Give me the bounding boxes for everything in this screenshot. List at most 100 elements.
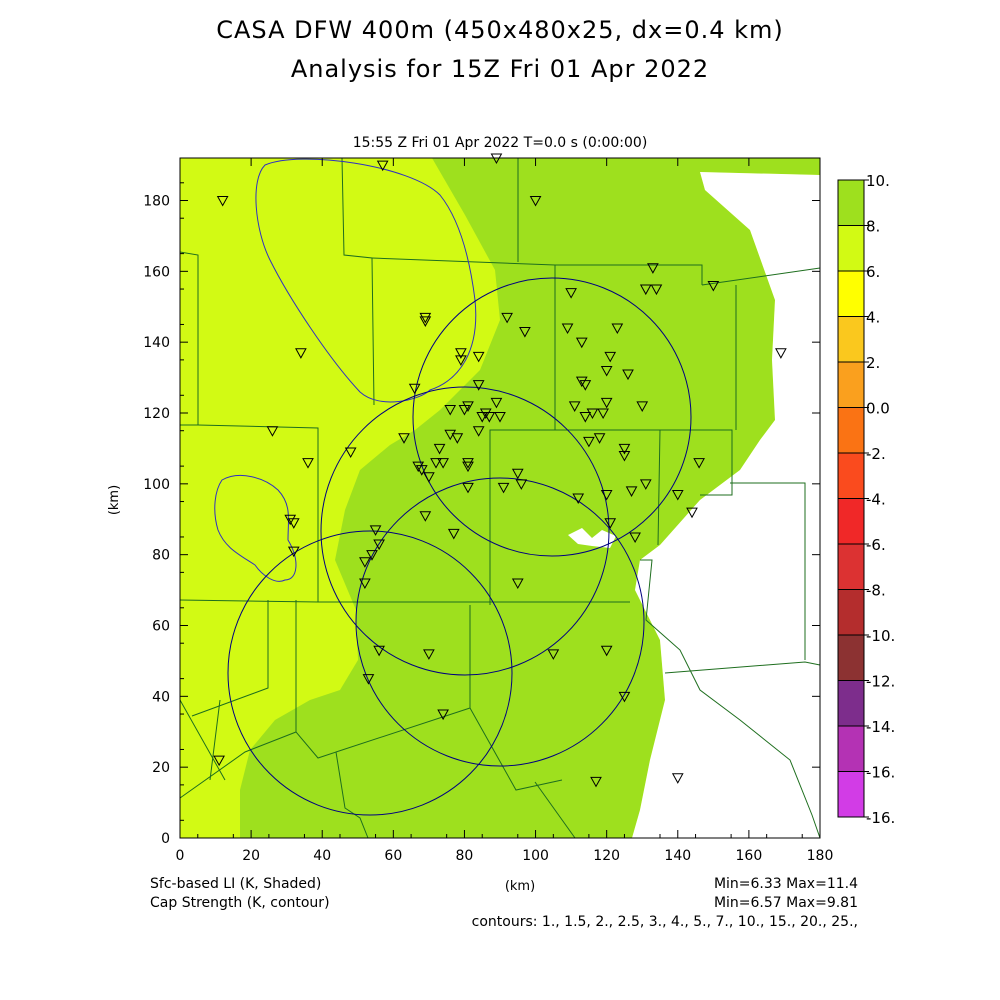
- contour-stats: Min=6.57 Max=9.81: [713, 895, 858, 911]
- y-tick-label: 180: [143, 194, 170, 210]
- colorbar-swatch: [837, 225, 865, 272]
- x-axis: 0 20 40 60 80 100 120 140 160 180: [176, 158, 833, 864]
- y-tick-label: 120: [143, 406, 170, 422]
- station-marker: [412, 461, 425, 473]
- station-marker: [622, 369, 634, 381]
- region-high-li: [240, 158, 820, 838]
- station-marker: [472, 351, 485, 363]
- station-marker: [629, 532, 641, 543]
- colorbar: 10. 8. 6. 4. 2. 0.0 -2. -4. -6. -8. -10. -12. -14. -1…: [837, 172, 895, 827]
- station-marker: [458, 404, 471, 416]
- station-marker: [579, 380, 592, 391]
- colorbar-label: -8.: [866, 582, 886, 600]
- y-axis-label: (km): [107, 485, 122, 515]
- station-marker: [561, 323, 574, 335]
- station-marker: [373, 645, 385, 657]
- station-marker: [636, 401, 649, 412]
- station-marker: [462, 461, 474, 473]
- station-marker: [359, 578, 371, 590]
- colorbar-swatch: [837, 452, 865, 499]
- colorbar-swatch: [837, 316, 865, 363]
- station-marker: [344, 447, 357, 458]
- station-marker: [597, 408, 609, 420]
- station-marker: [266, 426, 279, 437]
- x-tick-label: 20: [242, 848, 260, 864]
- station-marker: [437, 709, 449, 721]
- station-marker: [600, 366, 613, 377]
- station-marker: [494, 412, 506, 423]
- cap-strength-contours: [214, 158, 477, 582]
- station-marker: [497, 482, 510, 494]
- colorbar-label: -14.: [866, 718, 895, 736]
- colorbar-label: 10.: [866, 172, 890, 190]
- station-marker: [618, 451, 631, 462]
- y-tick-label: 60: [152, 619, 170, 635]
- station-marker: [302, 458, 314, 469]
- station-marker: [529, 196, 542, 207]
- station-marker: [472, 380, 485, 391]
- station-marker: [430, 458, 442, 469]
- colorbar-swatch: [837, 270, 865, 317]
- station-marker: [444, 404, 457, 416]
- contour-levels: contours: 1., 1.5, 2., 2.5, 3., 4., 5., …: [471, 914, 858, 930]
- station-marker: [600, 489, 613, 501]
- station-marker: [650, 284, 663, 296]
- station-marker: [216, 196, 229, 207]
- county-boundaries: [179, 157, 821, 839]
- station-marker: [455, 348, 467, 359]
- colorbar-label: -2.: [866, 445, 886, 463]
- station-marker: [565, 288, 577, 299]
- station-marker: [671, 489, 684, 501]
- station-marker: [213, 755, 225, 767]
- x-tick-label: 60: [384, 848, 402, 864]
- colorbar-label: 4.: [866, 309, 880, 327]
- x-axis-label: (km): [505, 879, 535, 894]
- plot-frame: [179, 157, 821, 839]
- colorbar-label: -4.: [866, 491, 886, 509]
- shaded-field-label: Sfc-based LI (K, Shaded): [150, 876, 322, 892]
- y-tick-label: 40: [152, 689, 170, 705]
- colorbar-label: -16.: [866, 764, 895, 782]
- colorbar-label: -12.: [866, 673, 895, 691]
- radar-rings: [227, 277, 692, 816]
- y-tick-label: 0: [161, 831, 170, 847]
- colorbar-label: -6.: [866, 536, 886, 554]
- station-marker: [423, 649, 435, 660]
- station-marker: [647, 263, 659, 274]
- station-marker: [686, 507, 698, 519]
- colorbar-swatch: [837, 543, 865, 590]
- station-marker: [419, 312, 432, 324]
- station-marker: [618, 443, 631, 455]
- no-data-spot: [568, 528, 616, 548]
- colorbar-swatch: [837, 498, 865, 545]
- x-tick-label: 140: [664, 848, 691, 864]
- y-tick-label: 20: [152, 760, 170, 776]
- station-marker: [618, 691, 631, 703]
- station-marker: [366, 550, 378, 561]
- x-tick-label: 120: [593, 848, 620, 864]
- station-marker: [490, 397, 503, 409]
- station-marker: [376, 160, 389, 172]
- station-marker: [419, 511, 432, 522]
- map-title: CASA DFW 400m (450x480x25, dx=0.4 km): [216, 16, 784, 44]
- colorbar-swatch: [837, 771, 865, 818]
- x-tick-label: 160: [736, 848, 763, 864]
- station-marker: [433, 443, 446, 455]
- station-marker: [501, 312, 513, 324]
- station-marker: [462, 458, 474, 469]
- colorbar-label: 2.: [866, 354, 880, 372]
- station-marker: [600, 397, 613, 409]
- map-subtitle: Analysis for 15Z Fri 01 Apr 2022: [290, 55, 710, 83]
- station-marker: [369, 525, 382, 536]
- station-marker: [593, 433, 606, 444]
- x-tick-label: 100: [522, 848, 549, 864]
- y-tick-label: 160: [143, 264, 170, 280]
- colorbar-label: 8.: [866, 218, 880, 236]
- station-marker: [408, 383, 421, 395]
- station-marker: [462, 482, 474, 494]
- station-marker: [362, 674, 375, 685]
- station-marker: [359, 557, 371, 568]
- x-tick-label: 80: [456, 848, 474, 864]
- colorbar-label: 0.0: [866, 400, 890, 418]
